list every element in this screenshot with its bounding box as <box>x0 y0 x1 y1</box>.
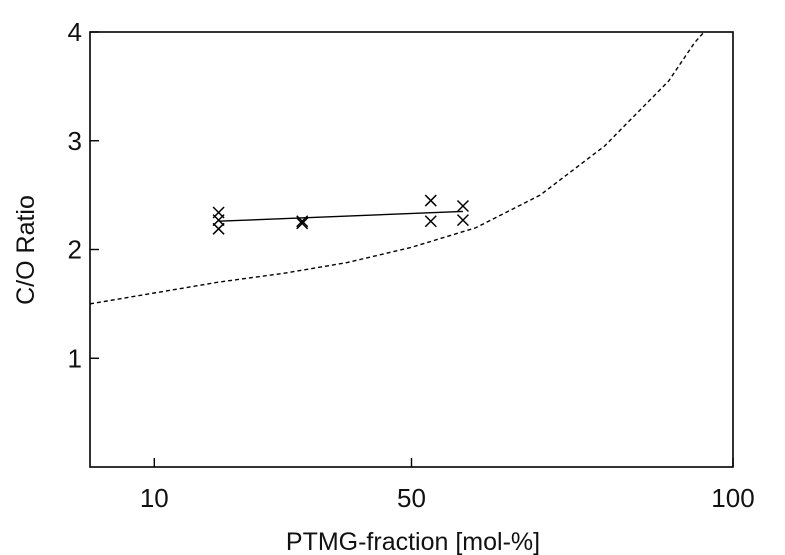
y-tick-label-2: 2 <box>68 235 82 265</box>
x-tick-label-10: 10 <box>140 483 169 513</box>
marker-stroke <box>212 222 225 235</box>
y-tick-label-3: 3 <box>68 126 82 156</box>
x-axis-label: PTMG-fraction [mol-%] <box>286 528 540 555</box>
data-point-marker <box>212 222 225 235</box>
marker-stroke <box>424 215 437 228</box>
tick-group: 10 50 100 1 2 3 4 <box>68 17 755 513</box>
y-axis-label: C/O Ratio <box>12 195 40 305</box>
y-tick-label-1: 1 <box>68 343 82 373</box>
marker-stroke <box>456 199 469 213</box>
data-point-marker <box>456 214 469 227</box>
y-tick-label-4: 4 <box>68 17 82 47</box>
fit-line <box>218 210 463 222</box>
data-point-marker <box>456 199 469 213</box>
dashed-curve <box>89 31 705 305</box>
data-point-marker <box>212 214 225 227</box>
data-point-marker <box>424 194 437 207</box>
marker-stroke <box>456 214 469 227</box>
x-tick-label-50: 50 <box>397 483 426 513</box>
marker-stroke <box>424 194 437 207</box>
plot-frame <box>89 31 734 468</box>
marker-stroke <box>296 217 309 230</box>
x-tick-label-100: 100 <box>711 483 754 513</box>
data-point-marker <box>296 217 309 230</box>
series-group <box>89 31 705 305</box>
marker-stroke <box>212 214 225 227</box>
data-point-marker <box>424 215 437 228</box>
